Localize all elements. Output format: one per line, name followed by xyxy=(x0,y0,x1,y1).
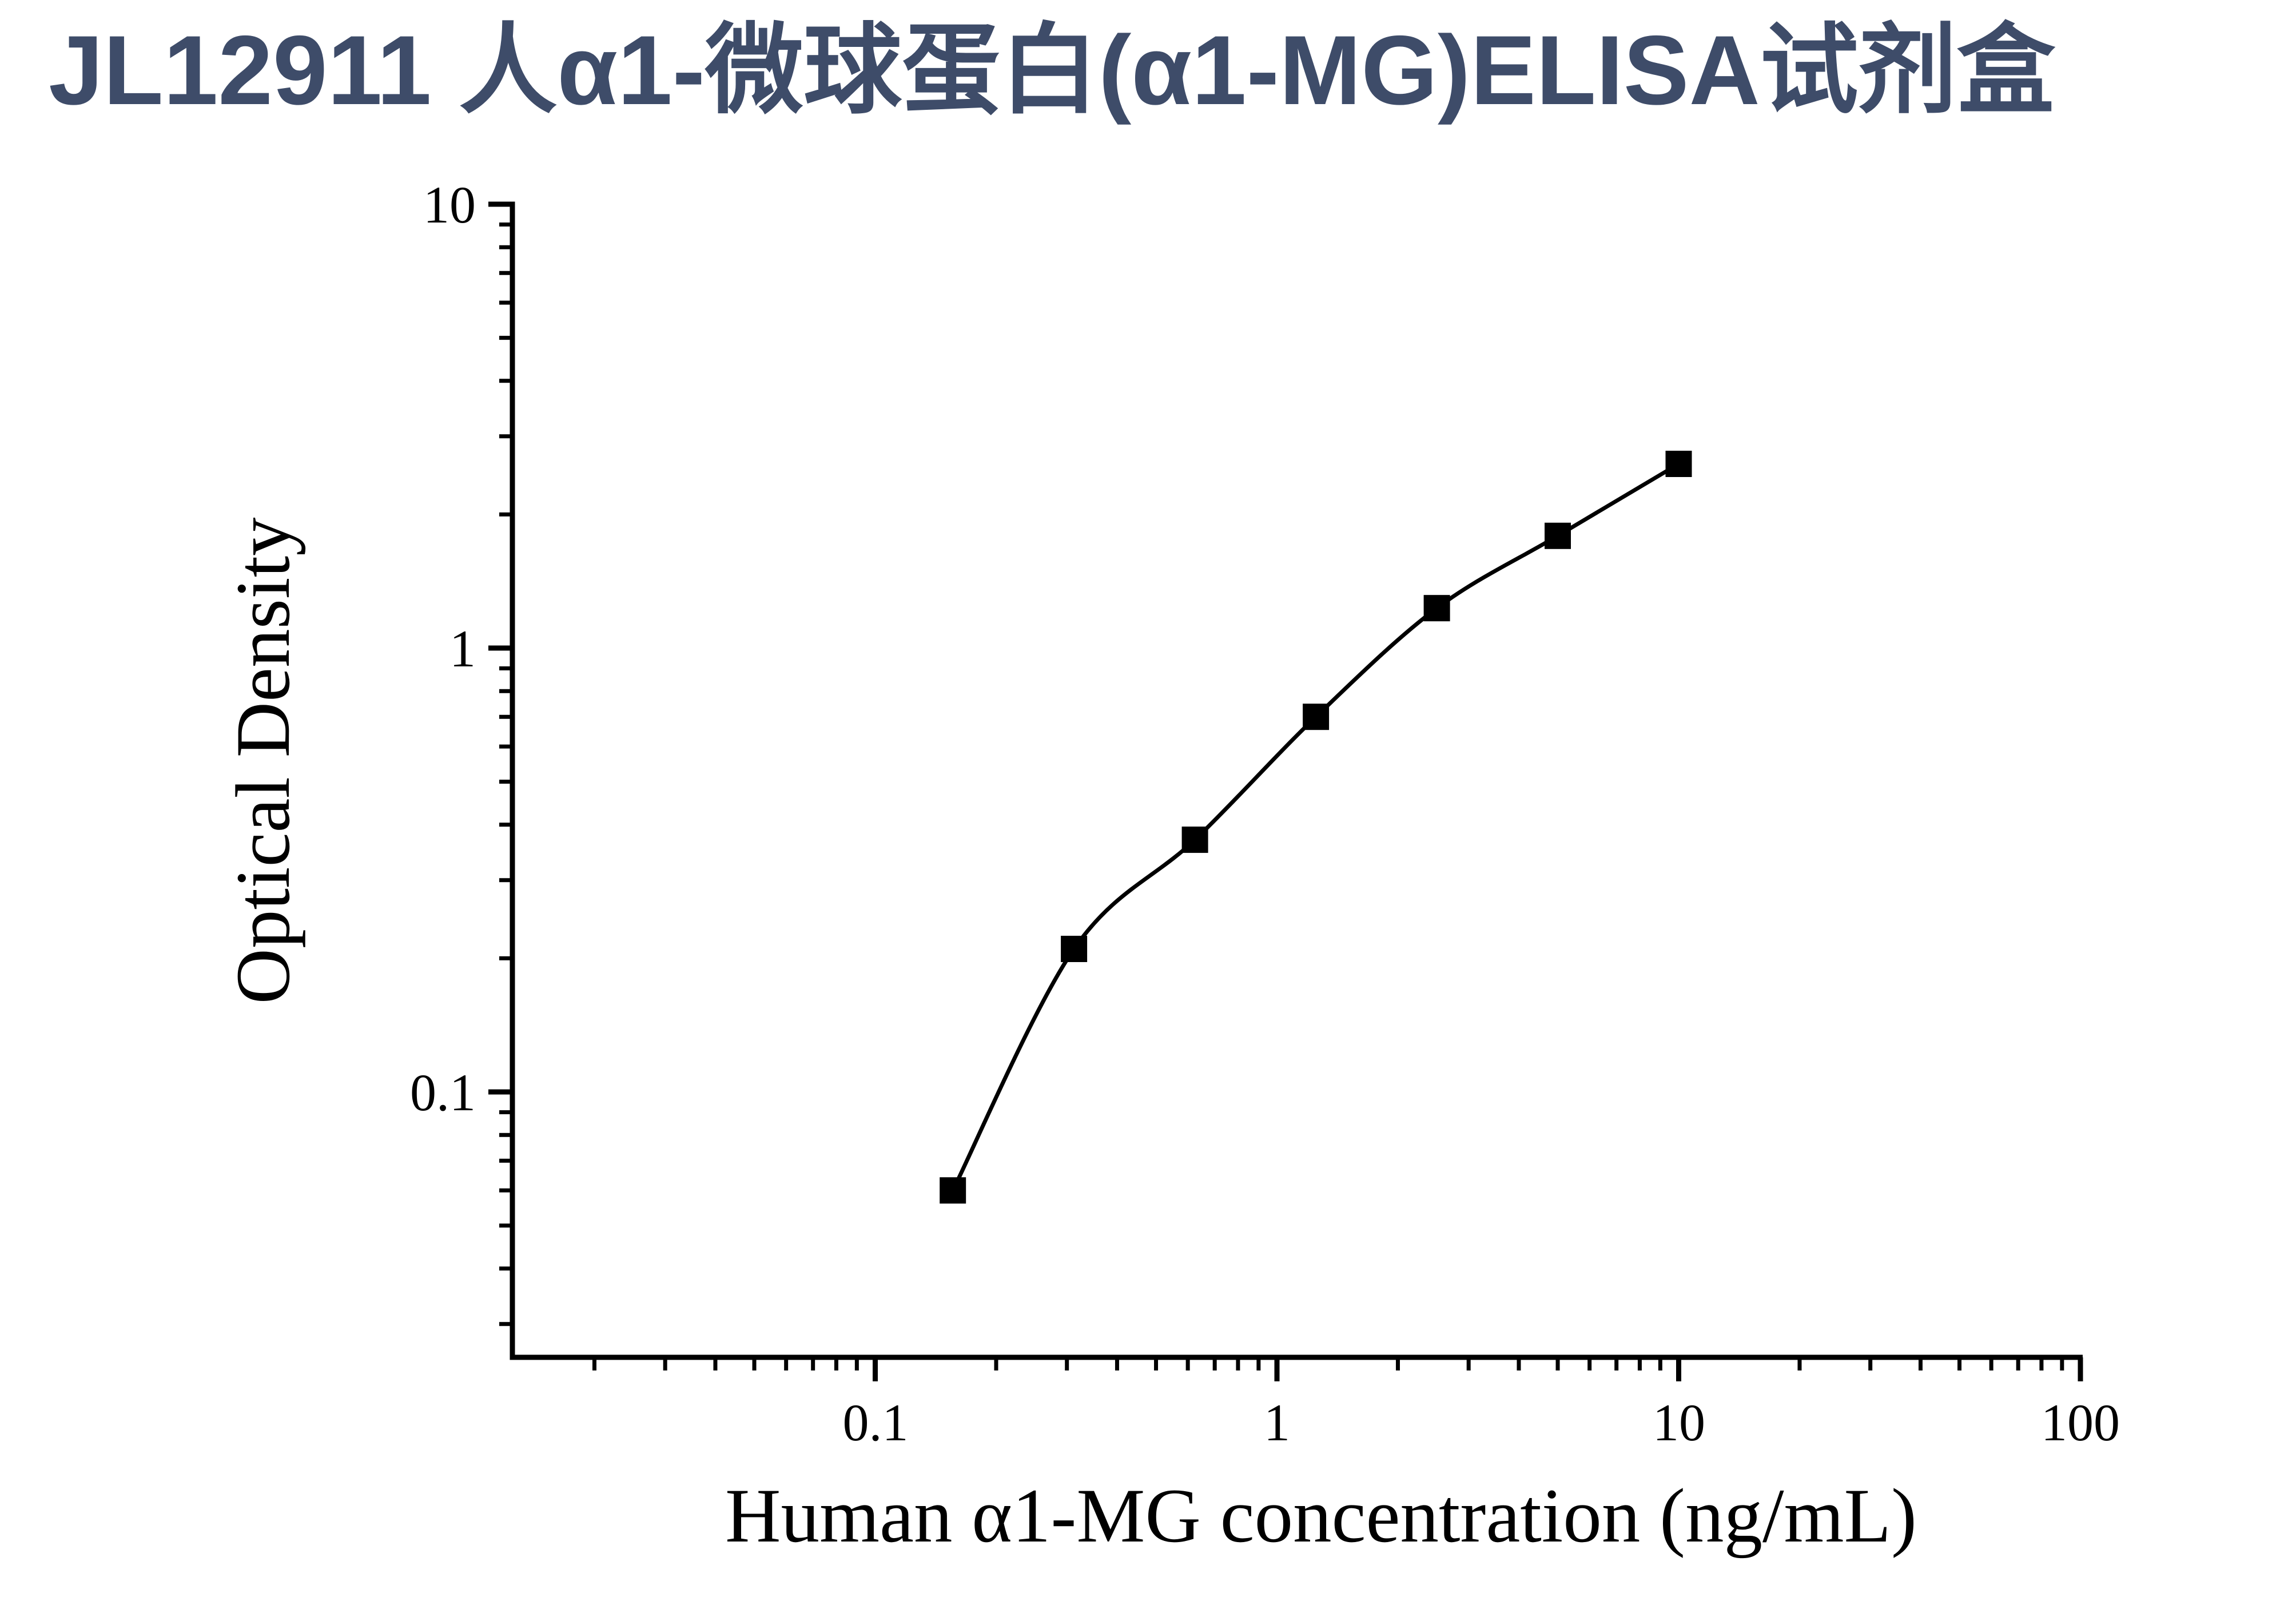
data-point-marker xyxy=(1665,451,1692,477)
y-tick-label-1: 1 xyxy=(449,619,476,678)
tick-marks-group xyxy=(488,201,2083,1381)
data-point-marker xyxy=(940,1177,966,1204)
data-point-marker xyxy=(1061,936,1088,962)
axis-lines xyxy=(510,201,2083,1360)
x-tick-label-10: 10 xyxy=(1653,1393,1705,1452)
data-point-marker xyxy=(1423,595,1450,622)
curve-group xyxy=(940,451,1692,1204)
x-tick-label-100: 100 xyxy=(2041,1393,2120,1452)
data-point-marker xyxy=(1303,704,1330,730)
figure-title: JL12911 人α1-微球蛋白(α1-MG)ELISA试剂盒 xyxy=(49,15,2055,125)
y-axis-title: Optical Density xyxy=(221,517,306,1004)
x-axis-title: Human α1-MG concentration (ng/mL) xyxy=(725,1473,1917,1559)
x-tick-label-0.1: 0.1 xyxy=(843,1393,909,1452)
data-point-marker xyxy=(1181,827,1208,853)
axes-group xyxy=(510,201,2083,1360)
y-tick-label-0.1: 0.1 xyxy=(410,1063,476,1122)
standard-curve-line xyxy=(951,462,1680,1191)
x-tick-label-1: 1 xyxy=(1264,1393,1290,1452)
data-point-marker xyxy=(1545,522,1571,549)
y-tick-label-10: 10 xyxy=(423,176,476,234)
